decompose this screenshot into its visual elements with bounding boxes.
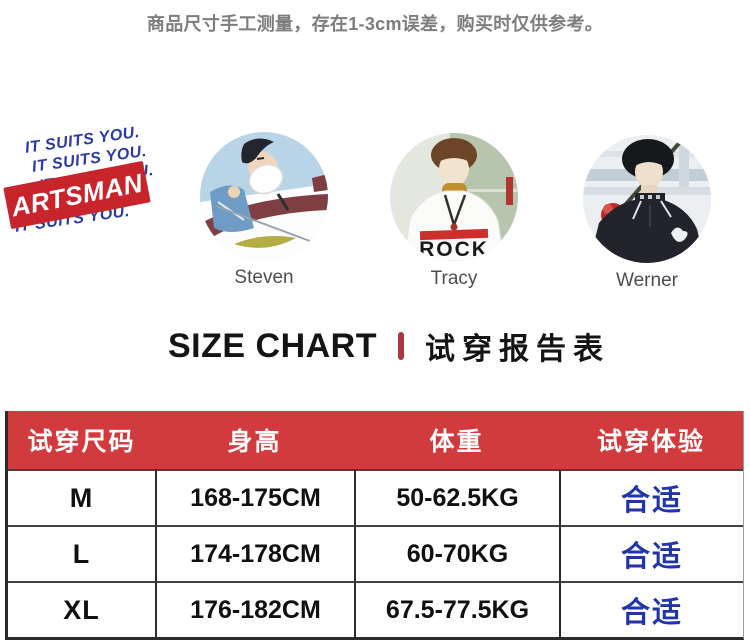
brand-badge: IT SUITS YOU. IT SUITS YOU. IT SUITS YOU… — [0, 124, 185, 268]
section-title-zh: 试穿报告表 — [425, 333, 610, 366]
size-cell: M — [8, 469, 155, 525]
model-name: Werner — [616, 270, 678, 291]
column-header: 试穿尺码 — [8, 411, 155, 469]
tracy-avatar: ROCK — [390, 133, 518, 261]
weight-cell: 50-62.5KG — [354, 469, 559, 525]
fit-cell: 合适 — [559, 581, 743, 637]
height-cell: 176-182CM — [155, 581, 354, 637]
column-header: 体重 — [354, 411, 559, 469]
height-cell: 174-178CM — [155, 525, 354, 581]
model-tracy: ROCK Tracy — [390, 133, 518, 290]
height-cell: 168-175CM — [155, 469, 354, 525]
section-title-en: SIZE CHART — [168, 326, 377, 365]
weight-cell: 60-70KG — [354, 525, 559, 581]
model-name: Steven — [234, 267, 294, 288]
size-chart-table: 试穿尺码 身高 体重 试穿体验 M 168-175CM 50-62.5KG 合适… — [5, 411, 744, 640]
column-header: 试穿体验 — [559, 411, 743, 469]
title-divider-bar — [398, 332, 404, 360]
measurement-notice: 商品尺寸手工测量，存在1-3cm误差，购买时仅供参考。 — [146, 14, 604, 34]
model-steven: Steven — [200, 132, 328, 289]
size-cell: L — [8, 525, 155, 581]
fit-cell: 合适 — [559, 469, 743, 525]
tracy-shirt-text: ROCK — [419, 238, 489, 261]
column-header: 身高 — [155, 411, 354, 469]
steven-avatar — [200, 132, 328, 260]
section-title: SIZE CHART 试穿报告表 — [14, 326, 750, 367]
model-werner: Werner — [583, 135, 711, 292]
size-cell: XL — [8, 581, 155, 637]
fit-cell: 合适 — [559, 525, 743, 581]
model-name: Tracy — [430, 268, 478, 289]
weight-cell: 67.5-77.5KG — [354, 581, 559, 637]
werner-avatar — [583, 135, 711, 263]
